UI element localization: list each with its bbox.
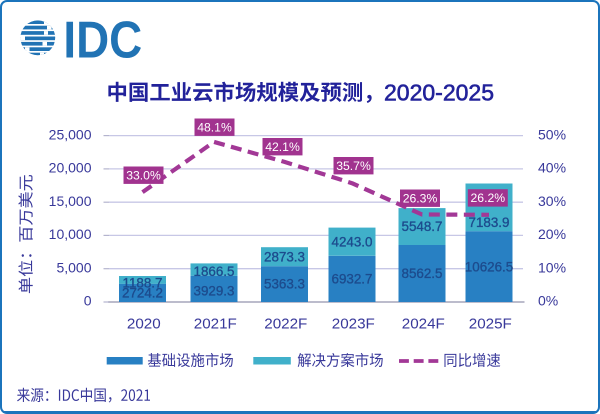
svg-text:5548.7: 5548.7 [402, 219, 443, 234]
svg-text:7183.9: 7183.9 [469, 215, 510, 230]
svg-text:10626.5: 10626.5 [465, 260, 513, 275]
svg-text:2020: 2020 [127, 315, 161, 332]
svg-text:35.7%: 35.7% [336, 159, 371, 173]
svg-text:33.0%: 33.0% [126, 168, 161, 182]
svg-text:5,000: 5,000 [56, 259, 91, 275]
svg-text:25,000: 25,000 [49, 126, 92, 142]
svg-text:26.3%: 26.3% [403, 191, 438, 205]
svg-text:20,000: 20,000 [49, 160, 92, 176]
svg-text:2873.3: 2873.3 [264, 249, 305, 264]
svg-text:20%: 20% [538, 226, 566, 242]
svg-text:2025F: 2025F [469, 315, 512, 332]
svg-text:4243.0: 4243.0 [332, 234, 373, 249]
svg-text:0%: 0% [538, 293, 558, 309]
svg-text:2724.2: 2724.2 [122, 286, 163, 301]
svg-text:1866.5: 1866.5 [194, 264, 235, 279]
svg-text:2024F: 2024F [402, 315, 445, 332]
svg-text:IDC: IDC [63, 11, 142, 69]
svg-text:2022F: 2022F [264, 315, 307, 332]
svg-text:5363.3: 5363.3 [264, 277, 305, 292]
svg-text:10,000: 10,000 [49, 226, 92, 242]
svg-text:8562.5: 8562.5 [402, 266, 443, 281]
svg-text:1188.7: 1188.7 [123, 276, 163, 291]
svg-text:2020-2025: 2020-2025 [384, 80, 494, 106]
svg-text:3929.3: 3929.3 [194, 284, 235, 299]
svg-text:2021F: 2021F [194, 315, 237, 332]
svg-text:48.1%: 48.1% [197, 120, 232, 134]
svg-text:15,000: 15,000 [49, 193, 92, 209]
svg-text:10%: 10% [538, 259, 566, 275]
svg-text:42.1%: 42.1% [265, 140, 300, 154]
svg-text:50%: 50% [538, 126, 566, 142]
svg-text:6932.7: 6932.7 [332, 272, 373, 287]
svg-text:2023F: 2023F [332, 315, 375, 332]
svg-text:0: 0 [84, 293, 92, 309]
svg-text:40%: 40% [538, 160, 566, 176]
svg-text:26.2%: 26.2% [471, 191, 506, 205]
svg-text:30%: 30% [538, 193, 566, 209]
